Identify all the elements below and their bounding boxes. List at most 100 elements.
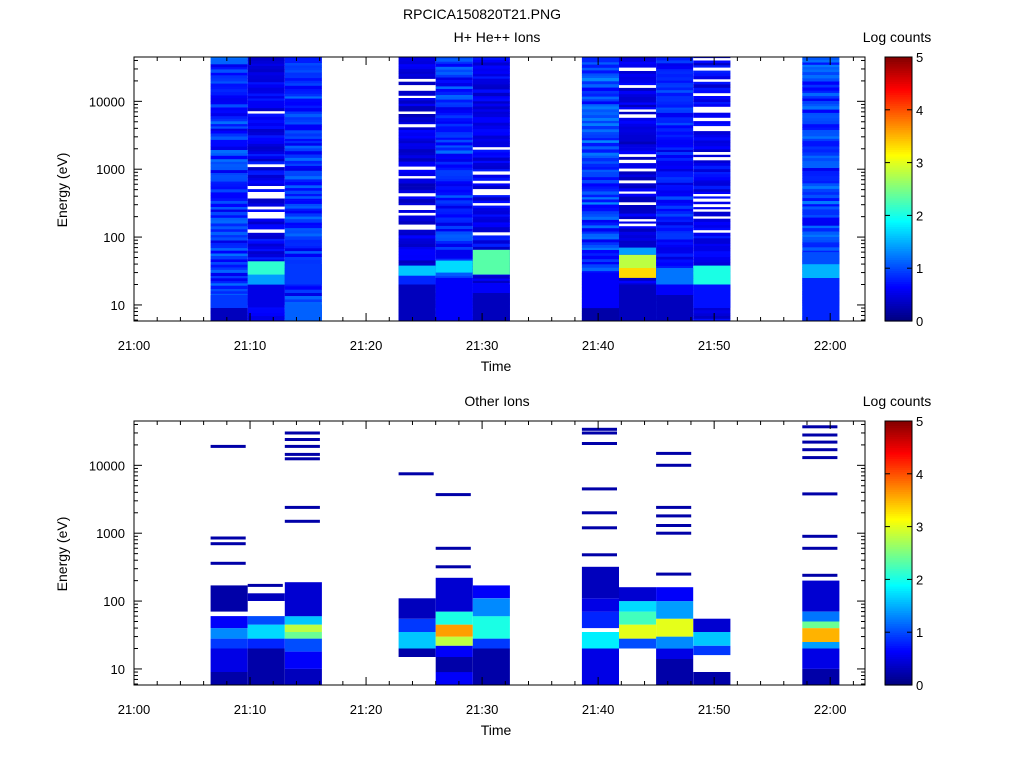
x-tick-label: 22:00 — [814, 702, 847, 717]
heatmap-cell — [398, 68, 436, 72]
heatmap-cell — [656, 60, 694, 64]
heatmap-cell — [398, 178, 436, 182]
heatmap-cell — [435, 69, 473, 72]
y-tick-label: 10000 — [89, 458, 125, 473]
colorbar-label: Log counts — [863, 393, 932, 409]
heatmap-cell — [210, 267, 248, 270]
heatmap-cell — [435, 88, 473, 92]
heatmap-cell — [693, 114, 731, 118]
heatmap-band — [656, 601, 694, 619]
heatmap-cell — [802, 173, 840, 177]
heatmap-cell — [472, 235, 510, 238]
heatmap-cell — [435, 180, 473, 184]
heatmap-band — [247, 284, 285, 305]
colorbar-step — [885, 614, 912, 618]
heatmap-cell — [398, 234, 436, 239]
heatmap-cell — [398, 132, 436, 136]
heatmap-cell — [284, 181, 322, 186]
heatmap-cell — [802, 146, 840, 150]
heatmap-band — [619, 587, 657, 602]
heatmap-cell — [472, 224, 510, 228]
heatmap-cell — [435, 275, 473, 279]
heatmap-cell — [693, 185, 731, 190]
x-tick-label: 21:30 — [466, 702, 499, 717]
colorbar-step — [885, 134, 912, 137]
heatmap-cell — [247, 221, 285, 225]
x-axis-label: Time — [481, 722, 512, 738]
heatmap-cell — [802, 120, 840, 125]
heatmap-band — [284, 632, 322, 639]
heatmap-line — [435, 546, 471, 550]
heatmap-cell — [210, 285, 248, 289]
heatmap-cell — [619, 280, 657, 284]
heatmap-cell — [802, 78, 840, 82]
heatmap-cell — [693, 218, 731, 222]
heatmap-cell — [472, 138, 510, 142]
heatmap-line — [802, 425, 838, 429]
heatmap-band — [619, 254, 657, 268]
heatmap-cell — [210, 206, 248, 210]
heatmap-band — [472, 585, 510, 599]
heatmap-cell — [619, 218, 657, 222]
heatmap-cell — [802, 62, 840, 65]
heatmap-cell — [284, 77, 322, 81]
heatmap-cell — [581, 258, 619, 262]
y-tick-label: 100 — [103, 594, 125, 609]
heatmap-band — [619, 247, 657, 255]
heatmap-cell — [693, 151, 731, 155]
heatmap-cell — [619, 234, 657, 238]
heatmap-cell — [210, 166, 248, 171]
colorbar-step — [885, 478, 912, 481]
heatmap-line — [581, 511, 617, 515]
heatmap-cell — [398, 154, 436, 159]
heatmap-cell — [398, 113, 436, 118]
heatmap-cell — [802, 175, 840, 179]
colorbar-step — [885, 140, 912, 144]
colorbar-step — [885, 432, 912, 435]
heatmap-cell — [210, 83, 248, 87]
heatmap-cell — [472, 108, 510, 112]
heatmap-cell — [619, 134, 657, 139]
heatmap-cell — [619, 126, 657, 130]
heatmap-band — [398, 648, 436, 657]
heatmap-band — [210, 638, 248, 649]
heatmap-cell — [619, 114, 657, 118]
heatmap-cell — [247, 158, 285, 162]
heatmap-cell — [472, 71, 510, 74]
heatmap-band — [693, 284, 731, 308]
heatmap-cell — [398, 224, 436, 228]
heatmap-cell — [472, 205, 510, 209]
colorbar-label: Log counts — [863, 29, 932, 45]
heatmap-cell — [656, 165, 694, 169]
heatmap-cell — [398, 121, 436, 125]
heatmap-cell — [619, 168, 657, 172]
heatmap-cell — [472, 143, 510, 148]
heatmap-cell — [247, 218, 285, 222]
heatmap-cell — [210, 247, 248, 251]
colorbar-step — [885, 440, 912, 444]
heatmap-cell — [398, 90, 436, 94]
heatmap-line — [210, 536, 246, 540]
colorbar-step — [885, 660, 912, 664]
heatmap-cell — [398, 60, 436, 65]
heatmap-cell — [247, 137, 285, 141]
colorbar-step — [885, 226, 912, 230]
heatmap-cell — [581, 210, 619, 215]
heatmap-cell — [247, 93, 285, 97]
heatmap-cell — [656, 87, 694, 91]
colorbar-step — [885, 491, 912, 495]
colorbar-step — [885, 233, 912, 236]
heatmap-cell — [802, 149, 840, 153]
heatmap-cell — [247, 122, 285, 126]
colorbar-step — [885, 564, 912, 567]
heatmap-cell — [472, 149, 510, 153]
heatmap-cell — [435, 208, 473, 212]
heatmap-line — [435, 565, 471, 569]
heatmap-band — [802, 277, 840, 321]
colorbar-step — [885, 438, 912, 442]
heatmap-cell — [619, 223, 657, 227]
heatmap-cell — [247, 209, 285, 212]
heatmap-cell — [802, 57, 840, 61]
heatmap-cell — [247, 166, 285, 171]
heatmap-cell — [284, 85, 322, 89]
